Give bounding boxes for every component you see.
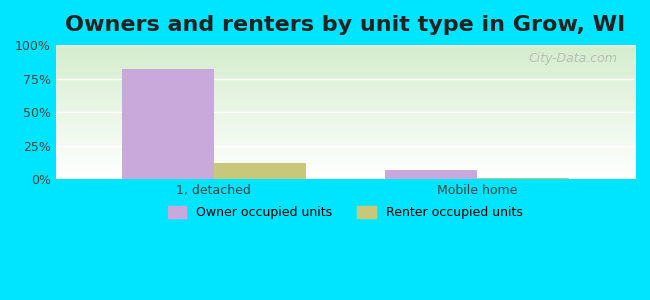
- Bar: [214, 163, 306, 179]
- Bar: [122, 69, 214, 179]
- Bar: [477, 178, 569, 179]
- Bar: [385, 170, 477, 179]
- Title: Owners and renters by unit type in Grow, WI: Owners and renters by unit type in Grow,…: [65, 15, 625, 35]
- Text: City-Data.com: City-Data.com: [528, 52, 618, 64]
- Legend: Owner occupied units, Renter occupied units: Owner occupied units, Renter occupied un…: [162, 201, 528, 224]
